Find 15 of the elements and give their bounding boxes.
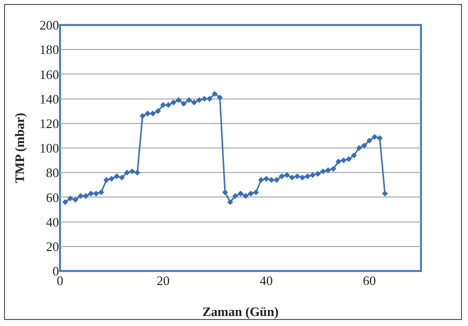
y-tick-label: 120 bbox=[40, 116, 59, 131]
y-tick-label: 140 bbox=[40, 91, 59, 106]
x-tick-label: 40 bbox=[260, 273, 273, 288]
x-tick-label: 20 bbox=[156, 273, 170, 288]
y-axis-title: TMP (mbar) bbox=[12, 112, 27, 184]
y-tick-label: 100 bbox=[40, 140, 59, 156]
y-tick-label: 80 bbox=[46, 165, 59, 180]
y-tick-label: 20 bbox=[46, 238, 59, 254]
y-tick-label: 60 bbox=[46, 190, 59, 205]
y-tick-label: 160 bbox=[40, 66, 59, 82]
y-tick-label: 40 bbox=[46, 214, 59, 230]
y-tick-label: 180 bbox=[40, 42, 59, 58]
x-axis-title: Zaman (Gün) bbox=[202, 304, 279, 319]
y-tick-label: 200 bbox=[40, 18, 59, 33]
x-tick-label: 60 bbox=[362, 273, 376, 288]
